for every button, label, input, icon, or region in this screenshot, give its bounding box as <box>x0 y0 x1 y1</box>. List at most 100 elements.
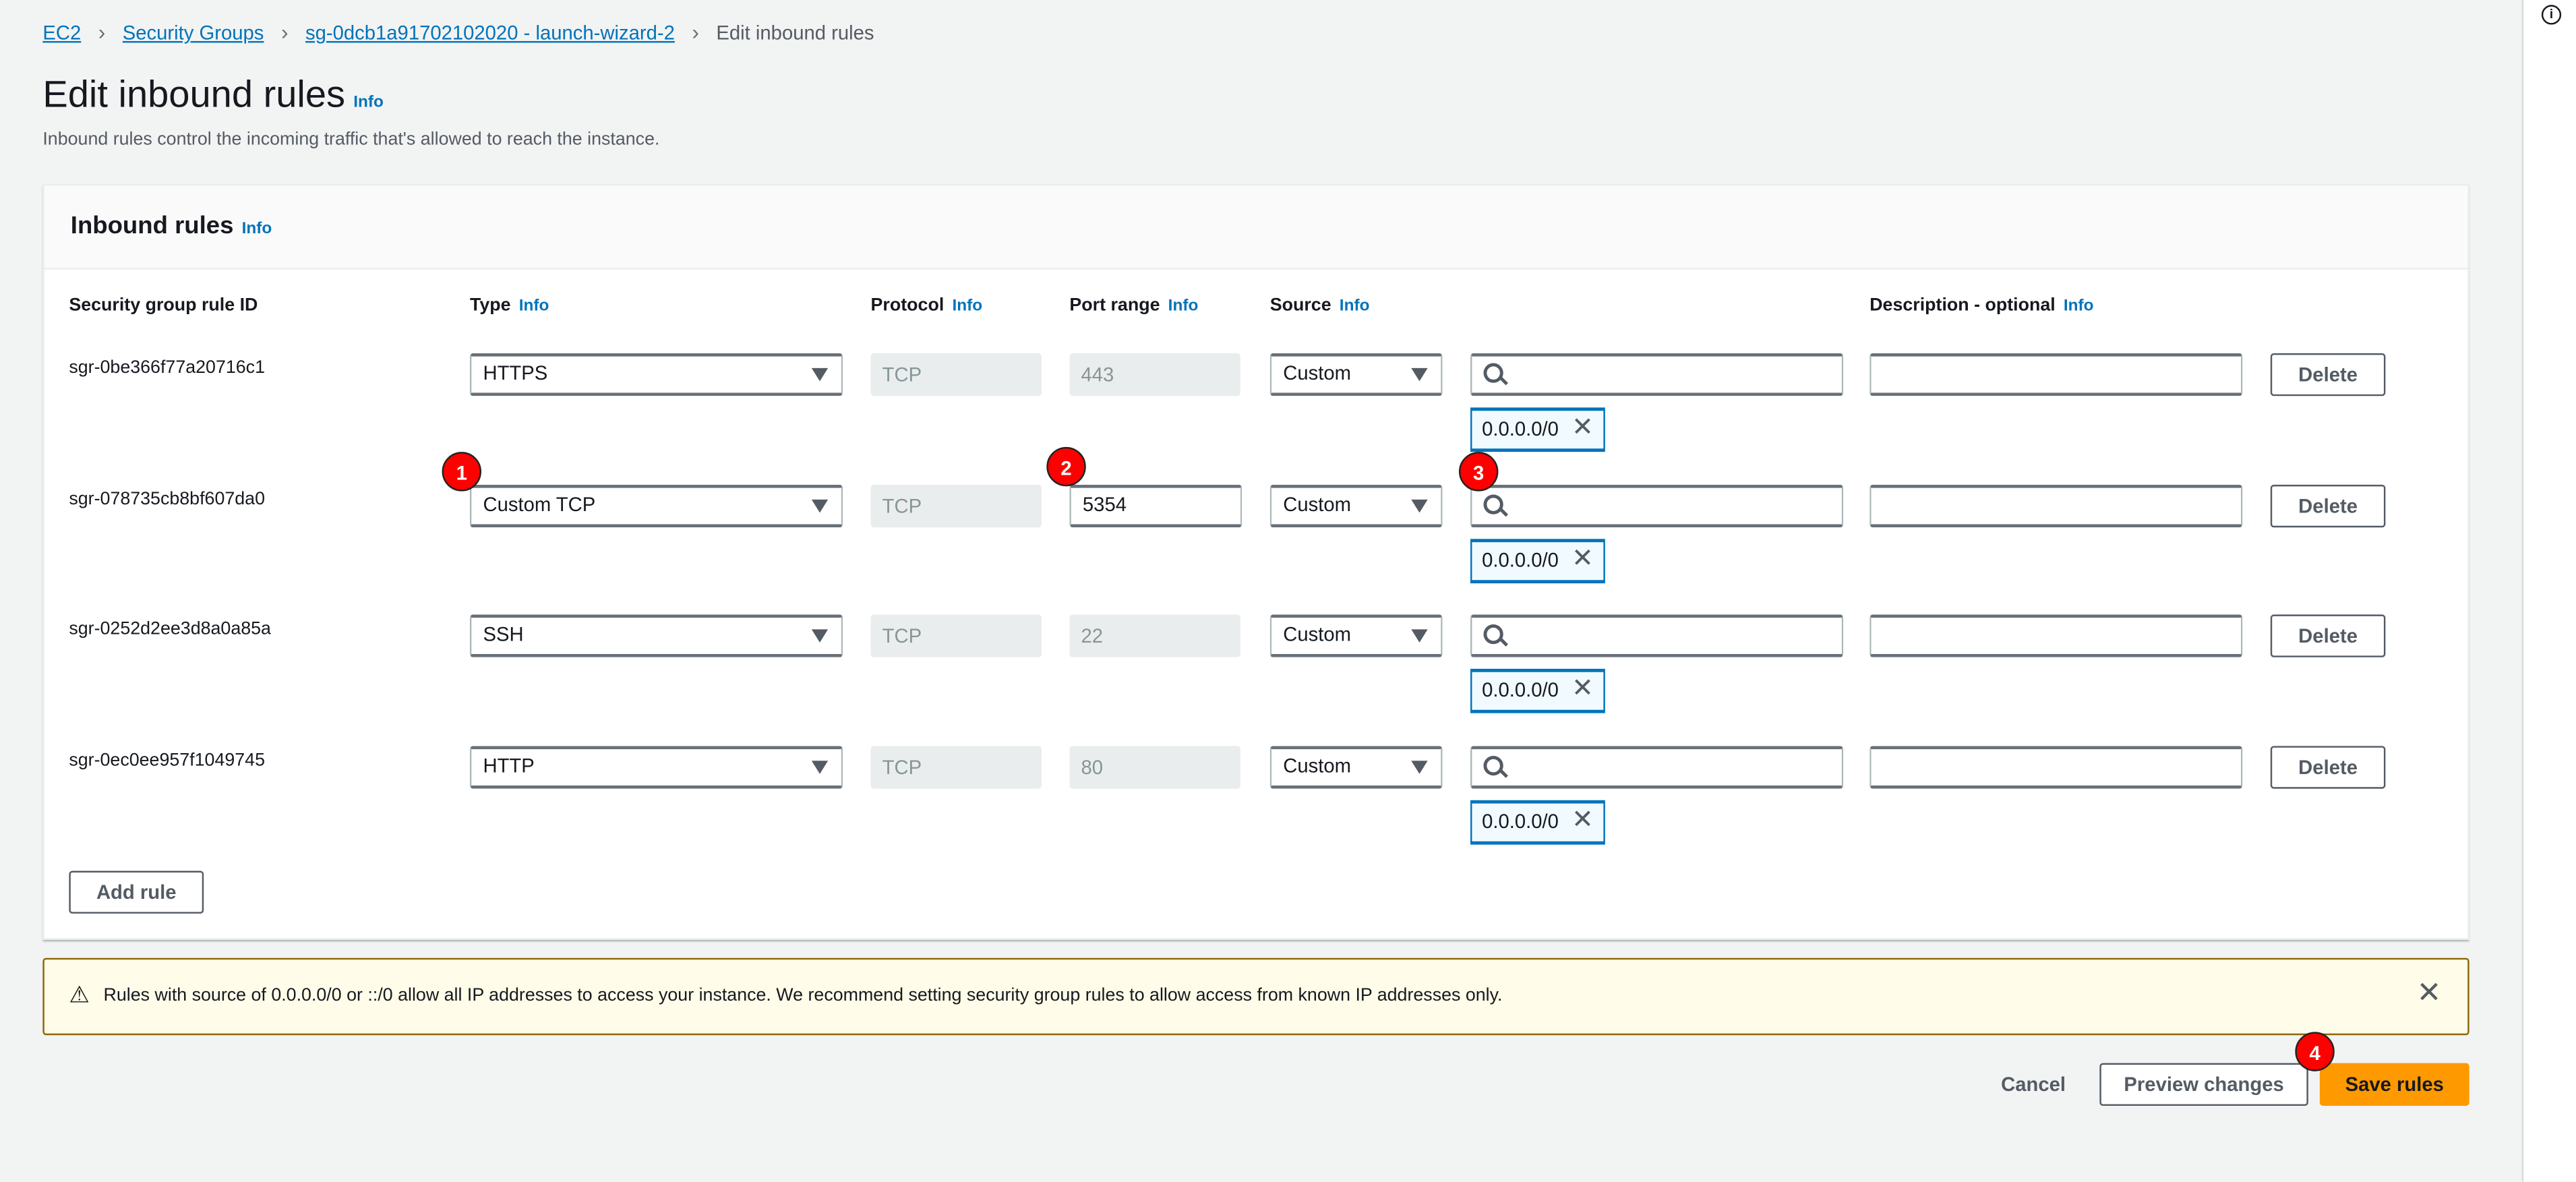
caret-down-icon <box>1411 629 1428 643</box>
breadcrumb: EC2 › Security Groups › sg-0dcb1a9170210… <box>42 18 874 48</box>
column-header: Type Info <box>470 296 549 316</box>
info-link[interactable]: Info <box>518 297 549 316</box>
column-header: Security group rule ID <box>69 296 258 316</box>
page-subtitle: Inbound rules control the incoming traff… <box>42 129 660 150</box>
column-header: Source Info <box>1270 296 1370 316</box>
rule-id: sgr-0be366f77a20716c1 <box>69 358 265 378</box>
warning-icon: ⚠ <box>69 980 90 1007</box>
caret-down-icon <box>1411 761 1428 774</box>
delete-button[interactable]: Delete <box>2270 746 2386 789</box>
save-rules-button[interactable]: Save rules <box>2319 1063 2469 1106</box>
port-range-input[interactable]: 5354 <box>1069 484 1242 528</box>
cidr-value: 0.0.0.0/0 <box>1482 548 1559 572</box>
delete-button[interactable]: Delete <box>2270 353 2386 396</box>
panel-header: Inbound rules Info <box>44 185 2468 270</box>
source-value: Custom <box>1283 493 1351 516</box>
caret-down-icon <box>1411 499 1428 513</box>
type-select[interactable]: Custom TCP <box>469 484 843 528</box>
source-search-input[interactable] <box>1470 746 1844 789</box>
description-input[interactable] <box>1869 484 2243 528</box>
cidr-value: 0.0.0.0/0 <box>1482 810 1559 833</box>
column-header: Port range Info <box>1069 296 1198 316</box>
rule-id: sgr-0252d2ee3d8a0a85a <box>69 619 271 639</box>
breadcrumb-security-group[interactable]: sg-0dcb1a91702102020 - launch-wizard-2 <box>305 21 675 45</box>
caret-down-icon <box>811 367 829 382</box>
cidr-value: 0.0.0.0/0 <box>1482 417 1559 441</box>
protocol-field: TCP <box>870 746 1042 789</box>
info-link[interactable]: Info <box>353 93 384 112</box>
rule-id: sgr-078735cb8bf607da0 <box>69 490 265 510</box>
caret-down-icon <box>811 499 829 513</box>
warning-text: Rules with source of 0.0.0.0/0 or ::/0 a… <box>103 986 1503 1006</box>
right-sidebar: i <box>2521 0 2576 1182</box>
column-label: Description - optional <box>1869 295 2056 316</box>
delete-button[interactable]: Delete <box>2270 484 2386 528</box>
inbound-rules-panel: Inbound rules Info <box>42 183 2469 940</box>
source-search-input[interactable] <box>1470 353 1844 396</box>
source-value: Custom <box>1283 622 1351 646</box>
type-value: HTTPS <box>483 361 548 385</box>
info-link[interactable]: Info <box>241 220 272 239</box>
close-icon[interactable]: ✕ <box>1571 806 1594 835</box>
cidr-value: 0.0.0.0/0 <box>1482 678 1559 702</box>
cidr-token: 0.0.0.0/0 ✕ <box>1470 407 1605 452</box>
breadcrumb-current: Edit inbound rules <box>716 21 874 45</box>
column-header: Protocol Info <box>871 296 983 316</box>
close-icon[interactable]: ✕ <box>1571 414 1594 442</box>
source-select[interactable]: Custom <box>1269 353 1443 396</box>
source-value: Custom <box>1283 361 1351 385</box>
type-value: HTTP <box>483 754 535 777</box>
breadcrumb-security-groups[interactable]: Security Groups <box>122 21 264 45</box>
port-range-field: 22 <box>1069 614 1240 657</box>
caret-down-icon <box>811 761 829 774</box>
type-select[interactable]: HTTPS <box>469 353 843 396</box>
info-link[interactable]: Info <box>952 297 983 316</box>
description-input[interactable] <box>1869 614 2243 657</box>
cidr-token: 0.0.0.0/0 ✕ <box>1470 668 1605 713</box>
port-range-field: 80 <box>1069 746 1240 789</box>
info-link[interactable]: Info <box>1339 297 1370 316</box>
description-input[interactable] <box>1869 353 2243 396</box>
source-select[interactable]: Custom <box>1269 614 1443 657</box>
search-icon <box>1483 624 1503 645</box>
caret-down-icon <box>1411 367 1428 382</box>
description-input[interactable] <box>1869 746 2243 789</box>
source-search-input[interactable] <box>1470 484 1844 528</box>
preview-changes-button[interactable]: Preview changes <box>2099 1063 2308 1106</box>
cancel-button[interactable]: Cancel <box>2001 1073 2066 1096</box>
search-icon <box>1483 363 1503 383</box>
delete-button[interactable]: Delete <box>2270 614 2386 657</box>
cidr-token: 0.0.0.0/0 ✕ <box>1470 539 1605 584</box>
rule-id: sgr-0ec0ee957f1049745 <box>69 750 265 771</box>
type-value: Custom TCP <box>483 493 596 516</box>
close-icon[interactable]: ✕ <box>1571 545 1594 574</box>
annotation-badge: 1 <box>442 452 482 492</box>
source-select[interactable]: Custom <box>1269 484 1443 528</box>
info-link[interactable]: Info <box>1168 297 1199 316</box>
source-value: Custom <box>1283 754 1351 777</box>
column-label: Protocol <box>870 295 945 316</box>
breadcrumb-ec2[interactable]: EC2 <box>42 21 82 45</box>
caret-down-icon <box>811 629 829 643</box>
info-link[interactable]: Info <box>2063 297 2094 316</box>
panel-title: Inbound rules <box>70 212 234 240</box>
source-select[interactable]: Custom <box>1269 746 1443 789</box>
port-range-field: 443 <box>1069 353 1240 396</box>
page-title-wrap: Edit inbound rules Info <box>42 72 384 117</box>
close-icon[interactable]: ✕ <box>1571 675 1594 703</box>
type-select[interactable]: HTTP <box>469 746 843 789</box>
chevron-right-icon: › <box>280 20 289 45</box>
annotation-badge: 4 <box>2295 1032 2335 1071</box>
column-label: Type <box>469 295 511 316</box>
close-icon[interactable]: ✕ <box>2416 976 2442 1009</box>
column-label: Source <box>1269 295 1331 316</box>
column-label: Port range <box>1069 295 1160 316</box>
source-search-input[interactable] <box>1470 614 1844 657</box>
chevron-right-icon: › <box>692 20 699 45</box>
search-icon <box>1483 494 1503 514</box>
add-rule-button[interactable]: Add rule <box>69 870 204 914</box>
type-select[interactable]: SSH <box>469 614 843 657</box>
info-icon[interactable]: i <box>2541 5 2562 25</box>
type-value: SSH <box>483 622 524 646</box>
